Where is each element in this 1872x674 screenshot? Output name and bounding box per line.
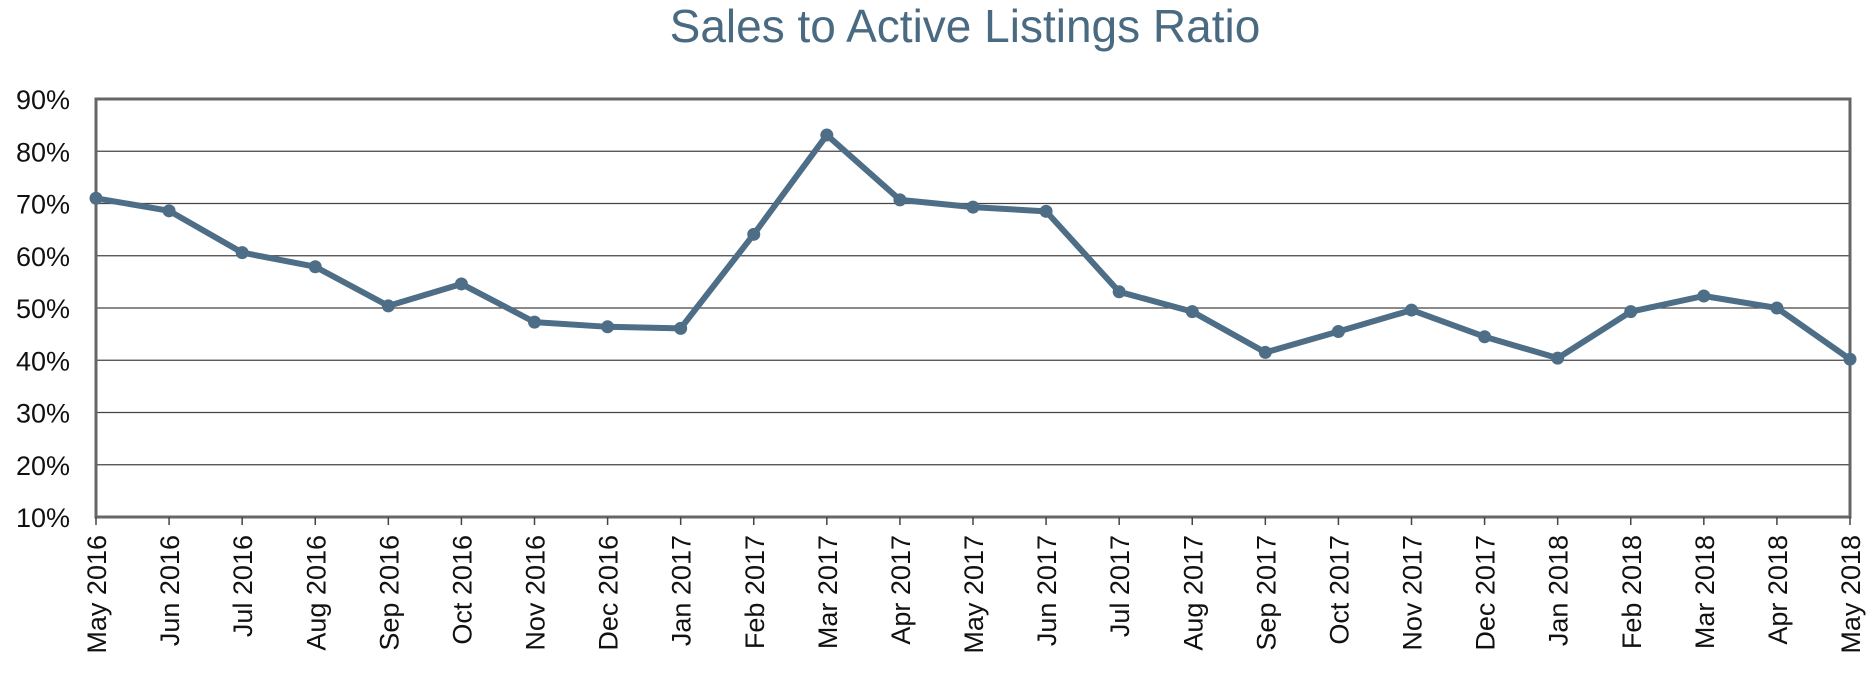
data-point xyxy=(966,200,980,214)
x-tick-label: Jun 2017 xyxy=(1032,535,1062,646)
x-tick-label: Jun 2016 xyxy=(155,535,185,646)
y-tick-label: 40% xyxy=(16,346,70,376)
data-point xyxy=(308,260,322,274)
x-tick-label: Jan 2017 xyxy=(667,535,697,646)
y-tick-label: 50% xyxy=(16,294,70,324)
x-tick-label: Jan 2018 xyxy=(1544,535,1574,646)
data-point xyxy=(1185,305,1199,319)
x-tick-label: Feb 2017 xyxy=(740,535,770,649)
x-tick-label: Mar 2017 xyxy=(813,535,843,649)
data-point xyxy=(1258,345,1272,359)
x-tick-label: Aug 2016 xyxy=(301,535,331,651)
x-tick-label: Jul 2017 xyxy=(1105,535,1135,637)
data-point xyxy=(89,191,103,205)
data-point xyxy=(235,246,249,260)
x-tick-label: Sep 2016 xyxy=(374,535,404,651)
x-tick-label: Nov 2016 xyxy=(521,535,551,651)
x-tick-label: Nov 2017 xyxy=(1398,535,1428,651)
x-tick-label: May 2016 xyxy=(82,535,112,654)
data-point xyxy=(1331,325,1345,339)
data-point xyxy=(1843,352,1857,366)
data-point xyxy=(893,193,907,207)
data-point xyxy=(1770,301,1784,315)
data-point xyxy=(1551,351,1565,365)
x-tick-label: Apr 2017 xyxy=(886,535,916,645)
y-tick-label: 80% xyxy=(16,137,70,167)
x-tick-label: Jul 2016 xyxy=(228,535,258,637)
data-point xyxy=(1039,204,1053,218)
y-tick-label: 10% xyxy=(16,503,70,533)
x-tick-label: Oct 2017 xyxy=(1324,535,1354,645)
data-point xyxy=(1478,330,1492,344)
data-point xyxy=(1405,303,1418,317)
x-tick-label: Dec 2017 xyxy=(1471,535,1501,651)
data-point xyxy=(674,321,688,335)
y-tick-label: 90% xyxy=(16,85,70,115)
chart-title: Sales to Active Listings Ratio xyxy=(670,0,1261,52)
x-tick-label: Oct 2016 xyxy=(447,535,477,645)
data-point xyxy=(1624,305,1638,319)
x-axis-ticks: May 2016 Jun 2016 Jul 2016 Aug 2016 Sep 2016… xyxy=(82,517,1866,654)
y-tick-label: 20% xyxy=(16,451,70,481)
x-tick-label: Mar 2018 xyxy=(1690,535,1720,649)
x-tick-label: Sep 2017 xyxy=(1251,535,1281,651)
x-tick-label: Dec 2016 xyxy=(594,535,624,651)
x-tick-label: Apr 2018 xyxy=(1763,535,1793,645)
x-tick-label: May 2017 xyxy=(959,535,989,654)
y-axis-tick-labels: 10% 20% 30% 40% 50% 60% 70% 80% 90% xyxy=(16,85,70,533)
x-tick-label: May 2018 xyxy=(1836,535,1866,654)
y-tick-label: 30% xyxy=(16,399,70,429)
data-point xyxy=(1697,289,1711,303)
data-point xyxy=(820,128,834,142)
series-layer xyxy=(89,128,1857,366)
y-tick-label: 60% xyxy=(16,242,70,272)
data-point xyxy=(454,277,468,291)
data-point xyxy=(601,320,615,334)
y-tick-label: 70% xyxy=(16,190,70,220)
series-line xyxy=(93,132,1853,363)
data-point xyxy=(1112,285,1126,299)
gridlines xyxy=(96,150,1850,466)
data-point xyxy=(747,227,761,241)
x-tick-label: Aug 2017 xyxy=(1178,535,1208,651)
data-point xyxy=(528,315,541,329)
data-point xyxy=(381,299,395,313)
data-point xyxy=(162,204,176,218)
x-tick-label: Feb 2018 xyxy=(1617,535,1647,649)
